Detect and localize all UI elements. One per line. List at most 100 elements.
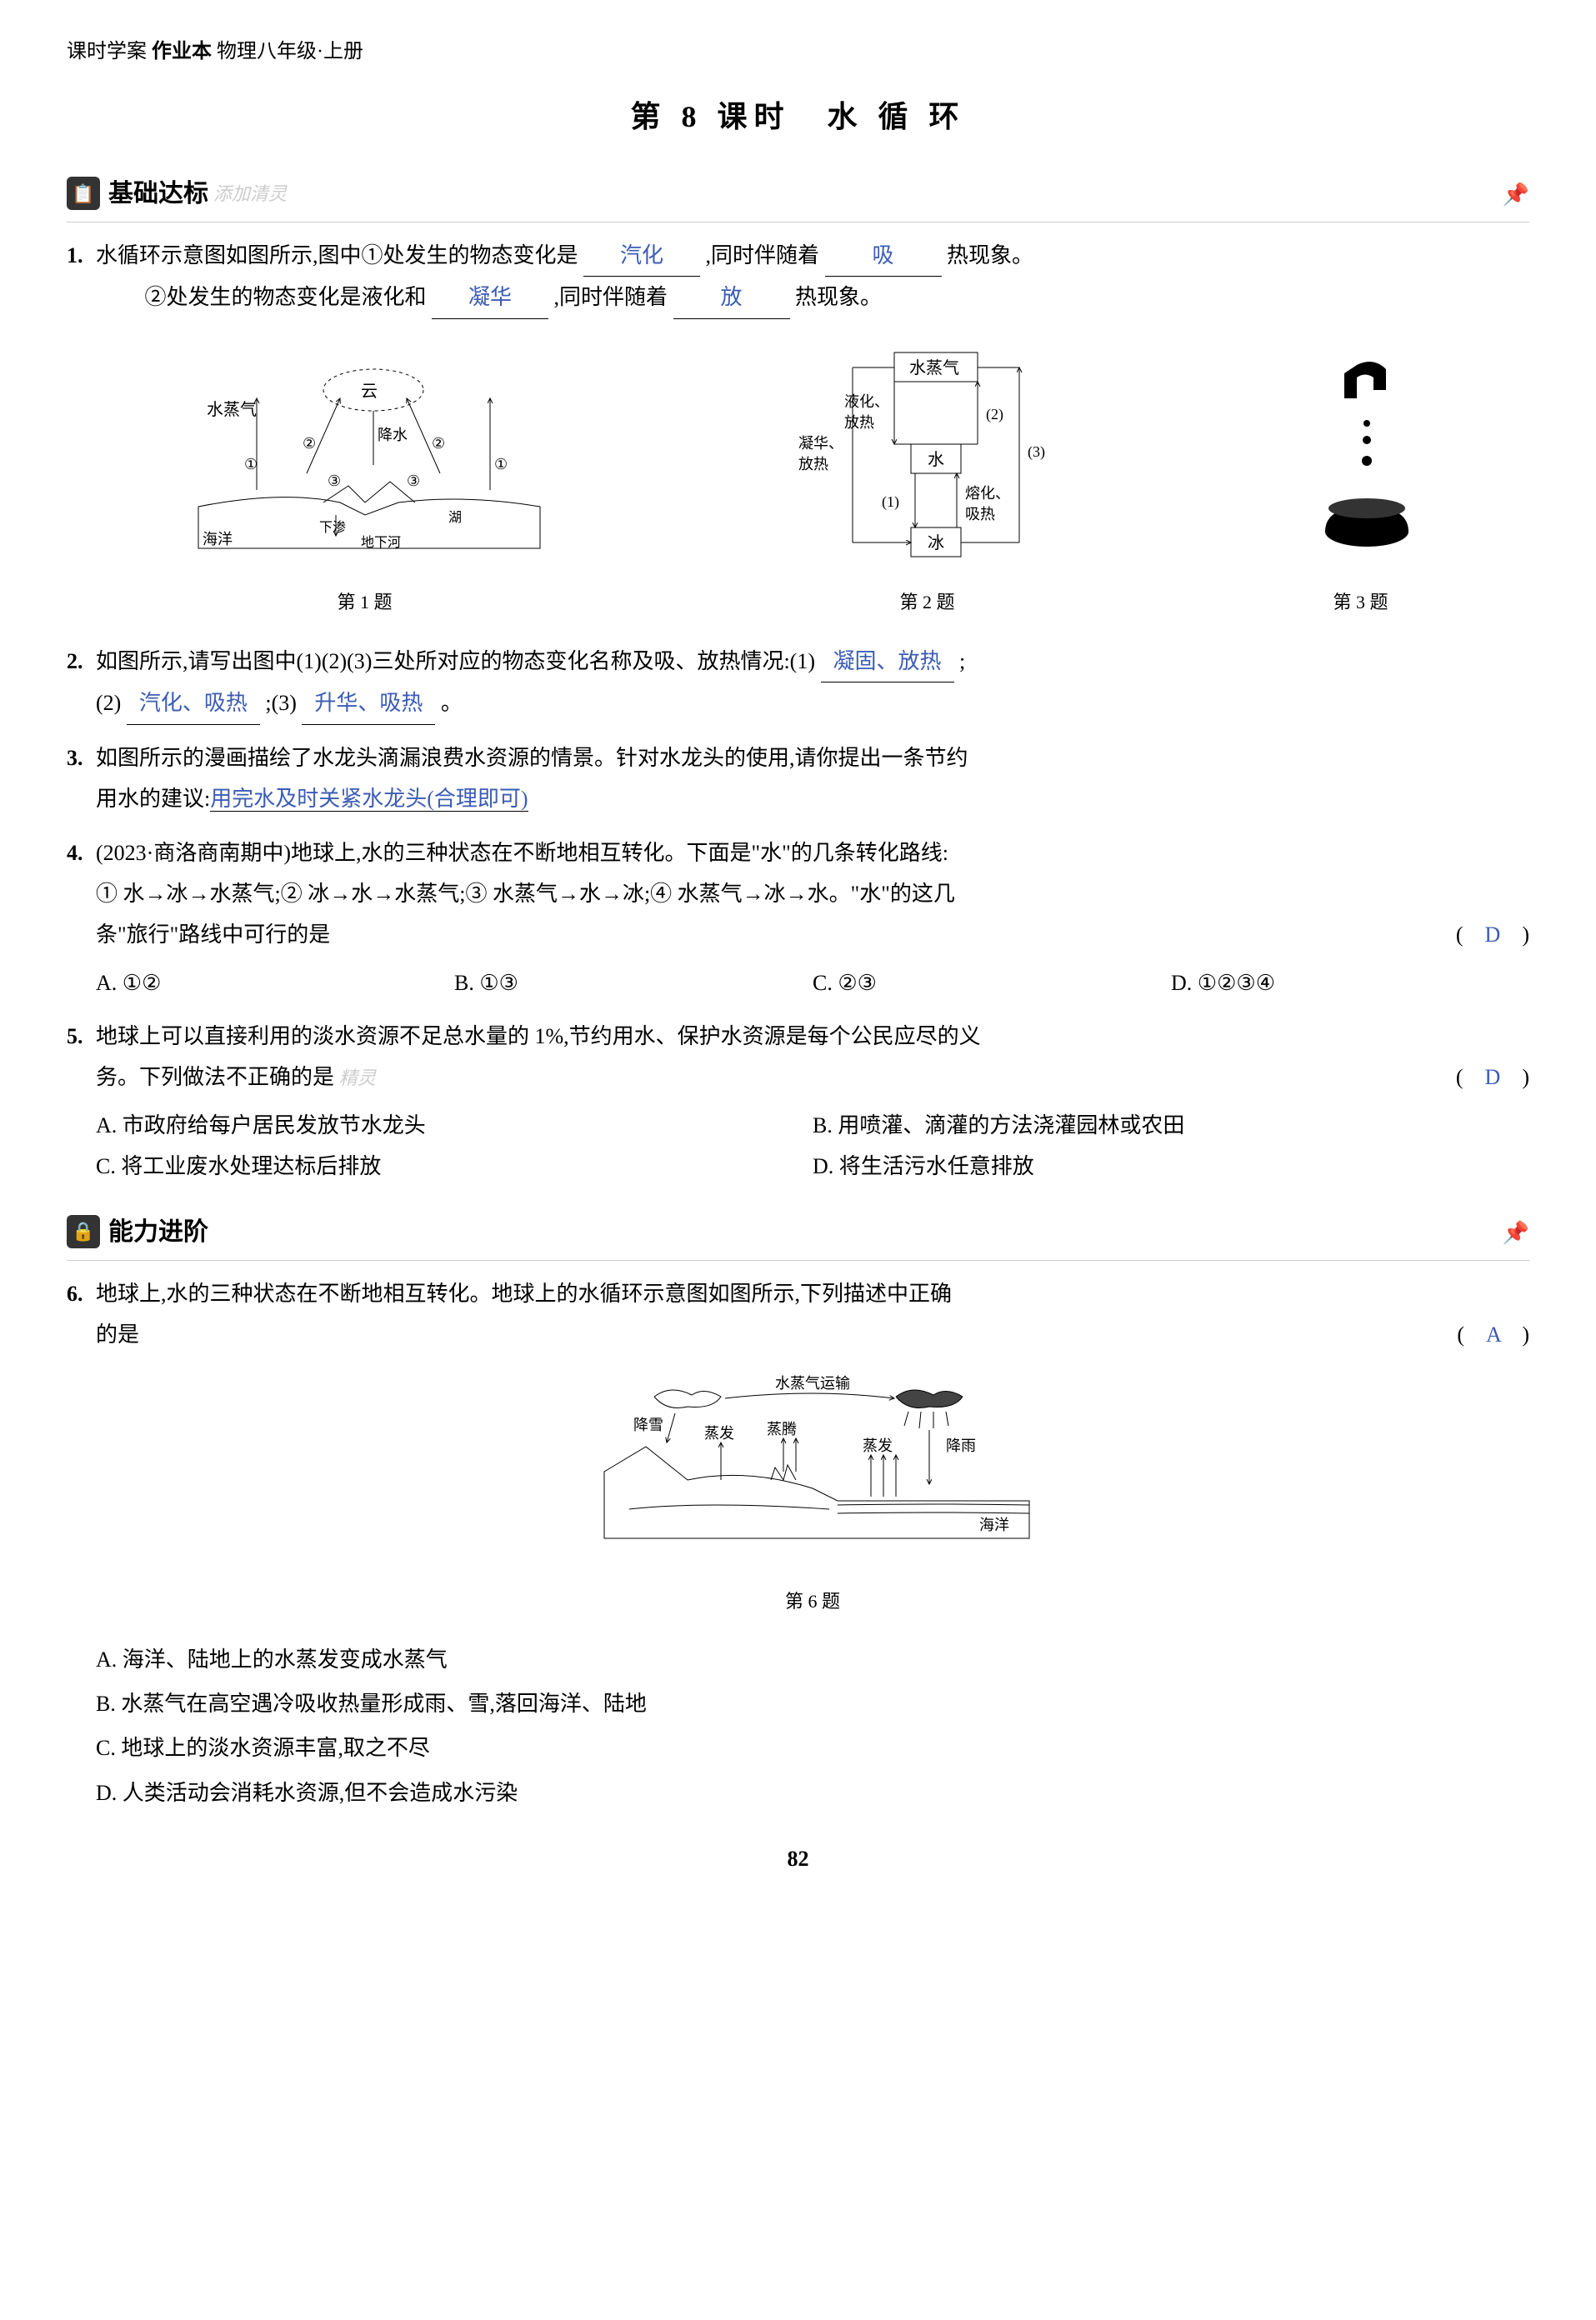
series: 课时学案: [67, 41, 147, 62]
pushpin-icon: 📌: [1503, 174, 1529, 215]
svg-text:③: ③: [328, 472, 341, 489]
source: (2023·商洛商南期中): [96, 841, 291, 865]
lock-icon: 🔒: [67, 1215, 100, 1248]
question-3: 3. 如图所示的漫画描绘了水龙头滴漏浪费水资源的情景。针对水龙头的使用,请你提出…: [67, 738, 1529, 820]
option-a: A. 市政府给每户居民发放节水龙头: [96, 1105, 813, 1146]
subject: 物理八年级·上册: [217, 41, 363, 62]
q-text: 地球上,水的三种状态在不断地相互转化。下面是"水"的几条转化路线:: [291, 841, 948, 865]
answer-letter: D: [1485, 1065, 1501, 1089]
svg-text:蒸发: 蒸发: [863, 1438, 893, 1454]
section-basics: 📋 基础达标 添加清灵 📌: [67, 170, 1529, 222]
question-4: 4. (2023·商洛商南期中)地球上,水的三种状态在不断地相互转化。下面是"水…: [67, 832, 1529, 1004]
question-5: 5. 地球上可以直接利用的淡水资源不足总水量的 1%,节约用水、保护水资源是每个…: [67, 1016, 1529, 1188]
q-text: 如图所示,请写出图中(1)(2)(3)三处所对应的物态变化名称及吸、放热情况:(…: [96, 649, 815, 673]
q-text: 热现象。: [947, 243, 1033, 268]
options: A. 市政府给每户居民发放节水龙头 B. 用喷灌、滴灌的方法浇灌园林或农田 C.…: [96, 1105, 1529, 1188]
option-a: A. ①②: [96, 962, 454, 1003]
options: A. ①② B. ①③ C. ②③ D. ①②③④: [96, 962, 1529, 1003]
q-text: ;(3): [265, 691, 297, 715]
q-text: 水循环示意图如图所示,图中①处发生的物态变化是: [96, 243, 578, 268]
caption: 第 2 题: [769, 585, 1086, 620]
answer-blank: 凝固、放热: [821, 641, 954, 682]
q-text: ②处发生的物态变化是液化和: [145, 285, 427, 309]
state-change-diagram: 水蒸气 水 冰 液化、 放热 (2) (1) 熔化、 吸热 凝华、 放热: [769, 340, 1086, 565]
svg-text:②: ②: [432, 435, 445, 452]
svg-text:云: 云: [361, 382, 378, 401]
watermark: 精灵: [339, 1068, 376, 1088]
answer-blank: 升华、吸热: [302, 682, 435, 724]
answer-blank: 放: [673, 277, 790, 318]
svg-text:③: ③: [407, 472, 420, 489]
watermark: 添加清灵: [213, 177, 287, 212]
q-text: ;: [959, 649, 965, 673]
q-text: 用水的建议:: [96, 787, 210, 811]
option-c: C. 将工业废水处理达标后排放: [96, 1146, 813, 1187]
q-text: 地球上可以直接利用的淡水资源不足总水量的 1%,节约用水、保护水资源是每个公民应…: [96, 1024, 981, 1048]
svg-text:海洋: 海洋: [979, 1517, 1009, 1533]
question-number: 2.: [67, 641, 96, 725]
q-text: 条"旅行"路线中可行的是: [96, 922, 330, 947]
svg-text:湖: 湖: [448, 510, 462, 525]
q-text: 热现象。: [795, 285, 882, 309]
option-d: D. 人类活动会消耗水资源,但不会造成水污染: [96, 1772, 1529, 1813]
answer-letter: A: [1486, 1322, 1500, 1347]
option-d: D. ①②③④: [1171, 962, 1529, 1003]
question-number: 6.: [67, 1273, 96, 1814]
svg-text:蒸发: 蒸发: [704, 1425, 734, 1442]
svg-text:蒸腾: 蒸腾: [767, 1421, 797, 1438]
answer-paren: ( D ): [1456, 914, 1529, 955]
option-c: C. 地球上的淡水资源丰富,取之不尽: [96, 1728, 1529, 1768]
caption: 第 1 题: [173, 585, 557, 620]
q-text: ,同时伴随着: [554, 285, 668, 309]
question-number: 5.: [67, 1016, 96, 1188]
diagram-3: 第 3 题: [1298, 340, 1423, 620]
page-number: 82: [67, 1838, 1529, 1879]
options: A. 海洋、陆地上的水蒸发变成水蒸气 B. 水蒸气在高空遇冷吸收热量形成雨、雪,…: [96, 1636, 1529, 1814]
question-number: 1.: [67, 235, 96, 319]
svg-text:海洋: 海洋: [203, 531, 233, 548]
svg-text:①: ①: [494, 456, 508, 472]
question-number: 3.: [67, 738, 96, 820]
water-cycle-earth-diagram: 水蒸气运输 降雪 降雨 蒸发 蒸腾 蒸发 海洋: [579, 1372, 1046, 1563]
answer-blank: 吸: [825, 235, 942, 277]
pushpin-icon: 📌: [1503, 1212, 1529, 1253]
question-number: 4.: [67, 832, 96, 1004]
caption: 第 6 题: [96, 1584, 1529, 1619]
question-2: 2. 如图所示,请写出图中(1)(2)(3)三处所对应的物态变化名称及吸、放热情…: [67, 641, 1529, 725]
question-body: 如图所示的漫画描绘了水龙头滴漏浪费水资源的情景。针对水龙头的使用,请你提出一条节…: [96, 738, 1529, 820]
q-text: ① 水→冰→水蒸气;② 冰→水→水蒸气;③ 水蒸气→水→冰;④ 水蒸气→冰→水。…: [96, 882, 955, 906]
question-body: (2023·商洛商南期中)地球上,水的三种状态在不断地相互转化。下面是"水"的几…: [96, 832, 1529, 1004]
faucet-diagram: [1298, 340, 1423, 565]
answer-blank: 凝华: [432, 277, 548, 318]
option-b: B. ①③: [454, 962, 813, 1003]
svg-text:放热: 放热: [798, 456, 828, 472]
q-text: ,同时伴随着: [706, 243, 820, 268]
caption: 第 3 题: [1298, 585, 1423, 620]
option-b: B. 用喷灌、滴灌的方法浇灌园林或农田: [813, 1105, 1529, 1146]
svg-text:液化、: 液化、: [844, 393, 889, 410]
svg-text:吸热: 吸热: [965, 506, 995, 522]
option-a: A. 海洋、陆地上的水蒸发变成水蒸气: [96, 1639, 1529, 1680]
svg-text:水: 水: [928, 450, 944, 469]
lesson-title: 第 8 课时 水 循 环: [67, 88, 1529, 145]
water-cycle-diagram: 水蒸气 云 降水 ① ② ③ ① ② ③ 下渗 地下河 湖 海洋: [173, 340, 557, 565]
answer-paren: ( A ): [1457, 1314, 1529, 1355]
diagram-1: 水蒸气 云 降水 ① ② ③ ① ② ③ 下渗 地下河 湖 海洋 第 1 题: [173, 340, 557, 620]
question-body: 水循环示意图如图所示,图中①处发生的物态变化是 汽化 ,同时伴随着 吸 热现象。…: [96, 235, 1529, 319]
svg-text:水蒸气运输: 水蒸气运输: [775, 1375, 850, 1392]
svg-text:降雨: 降雨: [946, 1438, 976, 1454]
svg-text:降水: 降水: [378, 427, 408, 443]
svg-text:凝华、: 凝华、: [798, 435, 843, 452]
svg-text:地下河: 地下河: [361, 535, 401, 550]
svg-text:熔化、: 熔化、: [965, 485, 1010, 502]
q-text: 务。下列做法不正确的是: [96, 1065, 334, 1089]
notes-icon: 📋: [67, 177, 100, 210]
question-body: 如图所示,请写出图中(1)(2)(3)三处所对应的物态变化名称及吸、放热情况:(…: [96, 641, 1529, 725]
svg-text:(1): (1): [882, 493, 899, 511]
svg-text:②: ②: [303, 435, 316, 452]
question-1: 1. 水循环示意图如图所示,图中①处发生的物态变化是 汽化 ,同时伴随着 吸 热…: [67, 235, 1529, 319]
svg-text:降雪: 降雪: [633, 1417, 663, 1433]
book: 作业本: [152, 41, 212, 62]
answer-blank: 汽化: [583, 235, 700, 277]
question-6: 6. 地球上,水的三种状态在不断地相互转化。地球上的水循环示意图如图所示,下列描…: [67, 1273, 1529, 1814]
